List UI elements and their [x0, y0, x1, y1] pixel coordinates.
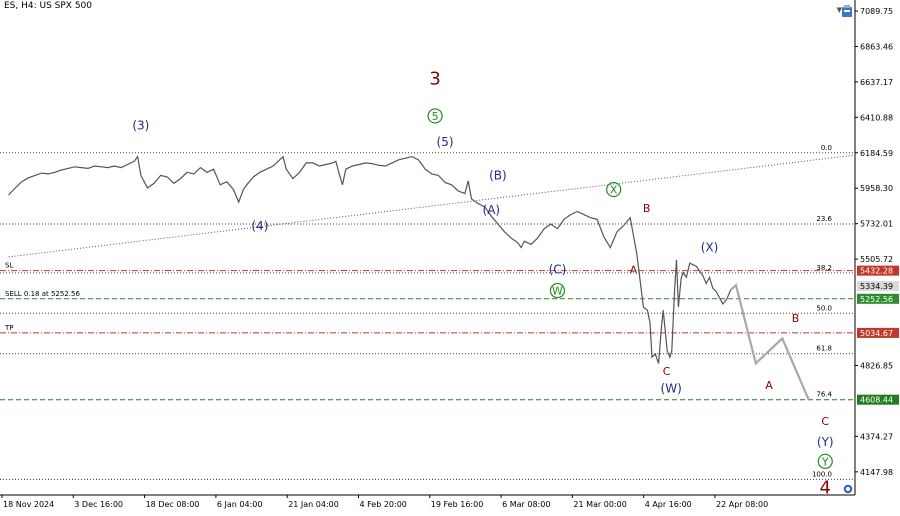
price-tag-bg-sl	[857, 265, 899, 276]
price-tag-bg-tp	[857, 327, 899, 338]
wave-label-10: B	[643, 202, 651, 215]
level-label-fib-0: 0.0	[821, 144, 832, 152]
trendline	[8, 154, 856, 258]
wave-label-7: (C)	[549, 263, 567, 277]
level-label-sell: SELL 0.18 at 5252.56	[5, 290, 80, 298]
x-tick-label: 21 Jan 04:00	[288, 500, 339, 509]
level-label-fib-100: 100.0	[812, 470, 832, 478]
wave-label-2: (5)	[437, 135, 454, 149]
price-tag-bg-target	[857, 394, 899, 405]
triangle-down-icon[interactable]: ▼	[836, 6, 842, 14]
price-series-line	[8, 155, 732, 364]
y-tick-label: 4826.85	[860, 361, 893, 370]
wave-text-9: X	[610, 184, 618, 197]
x-tick-label: 18 Nov 2024	[3, 500, 54, 509]
wave-label-3: 5	[427, 108, 443, 124]
wave-label-5: (B)	[489, 169, 507, 183]
y-tick-label: 4147.98	[860, 468, 893, 477]
wave-label-9: X	[606, 181, 622, 198]
price-tag-text-sell: 5252.56	[860, 295, 893, 304]
price-tag-bg-current	[857, 281, 899, 292]
price-tag-target: 4608.44	[857, 394, 899, 405]
price-tag-text-current: 5334.39	[860, 282, 893, 291]
wave-label-16: B	[792, 312, 800, 325]
projection-line	[729, 283, 810, 401]
x-tick-label: 3 Dec 16:00	[74, 500, 123, 509]
wave-label-4: 3	[429, 69, 440, 90]
wave-label-0: (3)	[132, 119, 149, 133]
wave-label-19: Y	[817, 453, 833, 469]
y-tick-label: 6184.59	[860, 149, 893, 158]
wave-circle-8	[549, 282, 566, 299]
trade-icon[interactable]	[841, 4, 853, 18]
chart-symbol-label: ES, H4: US SPX 500	[4, 1, 93, 11]
wave-label-8: W	[549, 282, 566, 299]
price-tag-sl: 5432.28	[857, 265, 899, 276]
level-label-fib-50: 50.0	[816, 304, 832, 312]
wave-label-15: A	[765, 379, 773, 392]
x-tick-label: 6 Jan 04:00	[217, 500, 263, 509]
level-label-tp: TP	[4, 324, 14, 332]
wave-label-12: (X)	[701, 241, 719, 255]
x-tick-label: 4 Feb 20:00	[360, 500, 407, 509]
level-label-fib-38.2: 38.2	[816, 264, 832, 272]
wave-label-1: (4)	[251, 219, 268, 233]
y-tick-label: 4374.27	[860, 432, 893, 441]
y-tick-label: 5505.72	[860, 255, 893, 264]
y-tick-label: 7089.75	[860, 7, 893, 16]
level-label-target: 76.4	[816, 391, 832, 399]
price-tag-text-sl: 5432.28	[860, 267, 893, 276]
price-tag-bg-sell	[857, 293, 899, 304]
price-tag-text-tp: 5034.67	[860, 329, 893, 338]
x-tick-label: 22 Apr 08:00	[716, 500, 768, 509]
y-tick-label: 6410.88	[860, 113, 893, 122]
x-tick-label: 4 Apr 16:00	[645, 500, 692, 509]
price-tag-sell: 5252.56	[857, 293, 899, 304]
wave-text-8: W	[552, 285, 563, 298]
level-label-sl: SL	[5, 262, 13, 270]
settings-circle-icon[interactable]	[843, 484, 853, 494]
y-tick-label: 6863.46	[860, 42, 893, 51]
level-label-fib-61.8: 61.8	[816, 345, 832, 353]
price-tag-tp: 5034.67	[857, 327, 899, 338]
y-tick-label: 6637.17	[860, 78, 893, 87]
wave-label-18: (Y)	[817, 435, 834, 449]
price-tag-current: 5334.39	[857, 281, 899, 292]
wave-label-6: (A)	[483, 203, 501, 217]
wave-circle-19	[817, 453, 833, 469]
wave-label-13: C	[663, 365, 671, 378]
wave-text-3: 5	[432, 110, 439, 123]
x-tick-label: 21 Mar 00:00	[573, 500, 626, 509]
x-tick-label: 19 Feb 16:00	[431, 500, 483, 509]
wave-label-20: 4	[820, 477, 831, 498]
y-tick-label: 5958.30	[860, 184, 893, 193]
x-tick-label: 18 Dec 08:00	[146, 500, 200, 509]
wave-text-19: Y	[821, 455, 829, 468]
wave-circle-9	[606, 181, 622, 198]
level-label-fib-23.6: 23.6	[816, 215, 832, 223]
wave-circle-3	[427, 108, 443, 124]
wave-label-14: (W)	[661, 382, 682, 396]
wave-label-11: A	[630, 263, 638, 276]
x-tick-label: 6 Mar 08:00	[502, 500, 550, 509]
y-tick-label: 5732.01	[860, 220, 893, 229]
price-tag-text-target: 4608.44	[860, 396, 893, 405]
wave-label-17: C	[821, 415, 829, 428]
